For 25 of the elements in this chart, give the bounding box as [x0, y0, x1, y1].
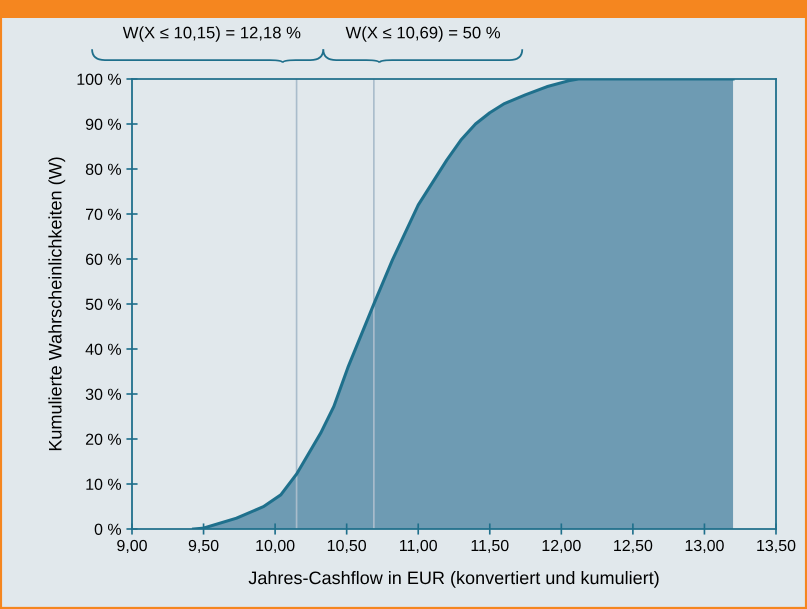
x-tick-label: 11,00: [400, 540, 437, 554]
x-tick-label: 10,00: [256, 540, 294, 554]
text: W(X ≤ 10,15) = 12,18 %: [122, 26, 300, 42]
text: W(X ≤ 10,69) = 50 %: [346, 26, 500, 42]
x-tick-label: 10,50: [328, 540, 366, 554]
y-tick-label: 40 %: [86, 344, 122, 355]
y-tick-label: 0 %: [94, 524, 122, 535]
x-tick-label: 9,00: [117, 540, 147, 554]
y-tick-label: 70 %: [86, 208, 122, 220]
y-tick-label: 60 %: [86, 254, 122, 265]
y-tick-label: 100 %: [78, 74, 122, 85]
x-tick-label: 12,00: [542, 540, 581, 554]
y-axis-title: Kumulierte Wahrscheinlichkeiten (W): [48, 157, 66, 450]
x-tick-label: 12,50: [614, 540, 652, 554]
x-tick-label: 13,50: [757, 540, 796, 554]
y-tick-label: 20 %: [86, 434, 122, 445]
x-tick-label: 9,50: [188, 540, 218, 554]
y-tick-label: 10 %: [86, 478, 122, 490]
y-tick-label: 90 %: [86, 118, 122, 130]
y-tick-label: 30 %: [86, 388, 122, 400]
y-tick-label: 80 %: [86, 164, 122, 175]
x-tick-label: 13,00: [686, 540, 724, 554]
y-tick-label: 50 %: [86, 298, 122, 310]
x-axis-title: Jahres-Cashflow in EUR (konvertiert und kumuliert): [248, 570, 659, 588]
x-tick-label: 11,50: [472, 540, 509, 554]
